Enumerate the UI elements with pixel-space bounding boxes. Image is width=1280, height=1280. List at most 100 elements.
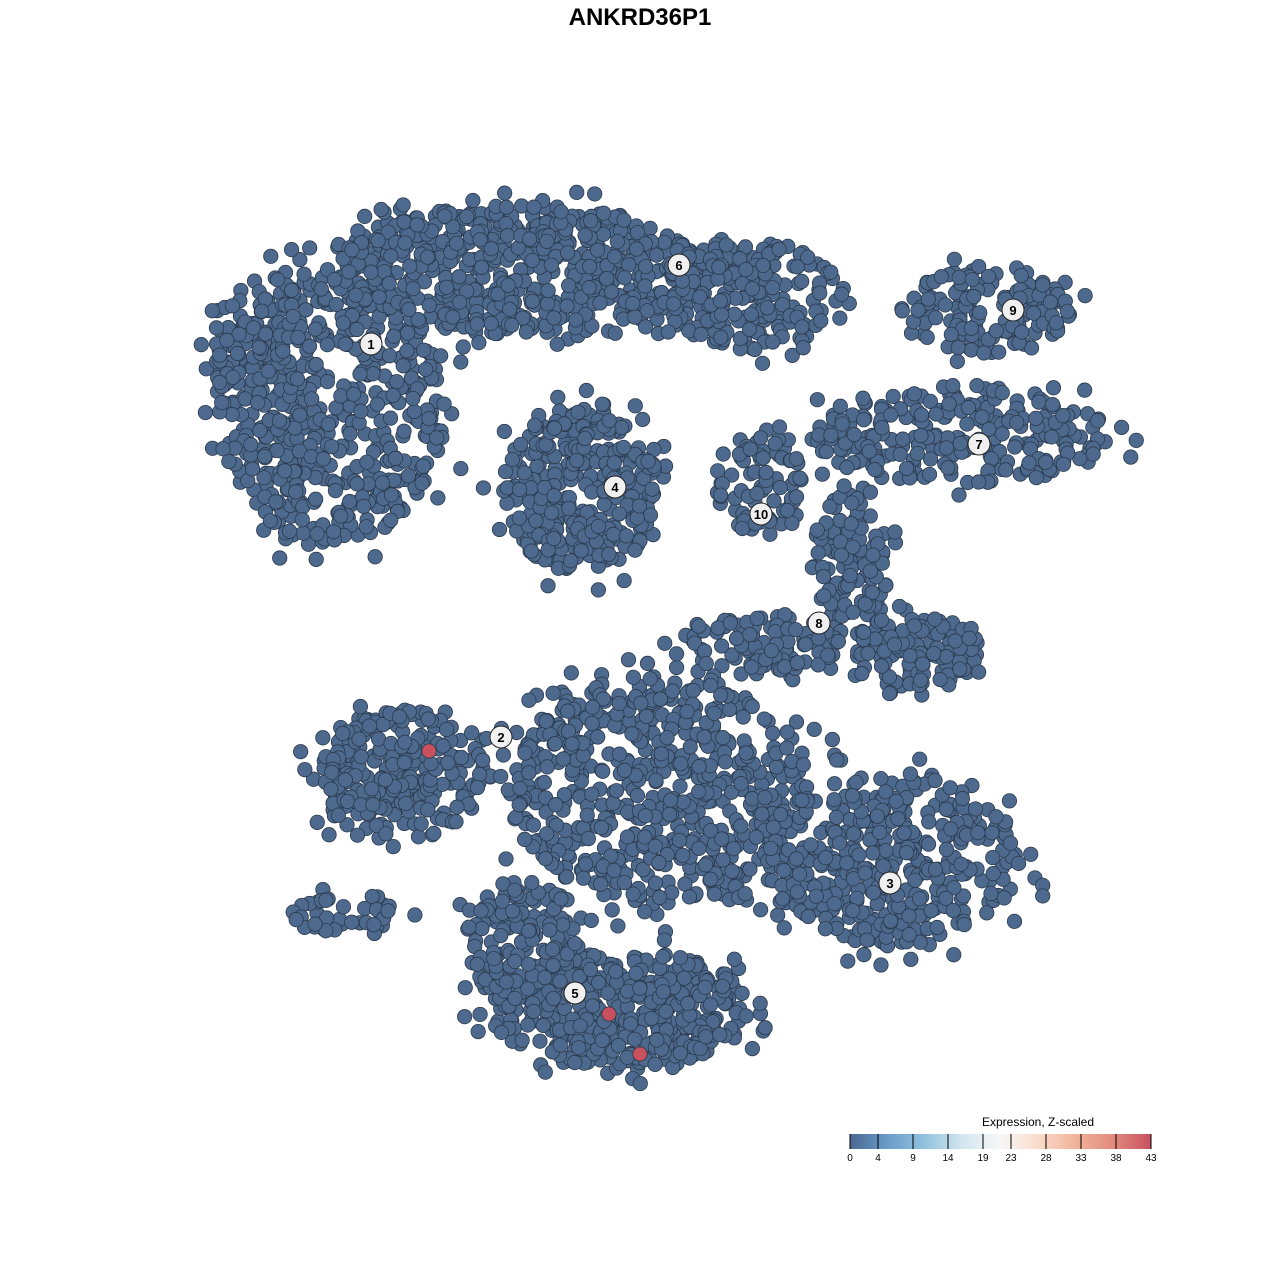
cell-point bbox=[573, 543, 589, 559]
cell-point bbox=[661, 806, 678, 823]
cell-point bbox=[691, 840, 707, 856]
cell-point bbox=[499, 228, 516, 244]
cell-point bbox=[374, 475, 391, 491]
cell-point bbox=[537, 1064, 553, 1080]
cell-point bbox=[400, 468, 416, 484]
cell-point bbox=[413, 816, 429, 832]
cell-point bbox=[844, 495, 860, 511]
cell-point bbox=[579, 807, 595, 823]
cell-point bbox=[779, 724, 795, 740]
cell-point bbox=[483, 315, 499, 331]
cell-point bbox=[717, 754, 733, 770]
cell-point bbox=[518, 324, 534, 340]
cell-point bbox=[784, 515, 800, 531]
cell-point bbox=[714, 638, 730, 654]
cell-point bbox=[752, 995, 768, 1011]
cell-point bbox=[616, 875, 633, 891]
cell-point bbox=[498, 851, 514, 867]
cell-point bbox=[881, 669, 898, 685]
cell-point bbox=[414, 475, 430, 491]
svg-text:6: 6 bbox=[675, 258, 682, 273]
points-layer bbox=[193, 184, 1144, 1092]
cell-point bbox=[680, 995, 696, 1011]
cell-point bbox=[960, 399, 976, 416]
cell-point bbox=[839, 855, 855, 871]
cell-point bbox=[921, 814, 937, 830]
cell-point bbox=[984, 825, 1000, 841]
cell-point bbox=[928, 406, 944, 422]
cell-point bbox=[508, 809, 524, 825]
cell-point bbox=[826, 776, 843, 792]
cell-point bbox=[912, 751, 928, 767]
cell-point bbox=[380, 224, 396, 240]
cell-point bbox=[749, 485, 765, 502]
cell-point bbox=[469, 316, 485, 332]
cell-point bbox=[416, 342, 432, 358]
cell-point bbox=[682, 739, 698, 755]
cell-point bbox=[269, 272, 286, 288]
cell-point bbox=[941, 396, 957, 412]
cell-point bbox=[608, 783, 625, 799]
cell-point bbox=[839, 459, 855, 476]
cell-point bbox=[521, 765, 537, 781]
cell-point bbox=[342, 426, 358, 442]
cell-point bbox=[994, 426, 1010, 442]
cell-point bbox=[823, 427, 839, 443]
cell-point bbox=[951, 487, 967, 503]
cell-point bbox=[637, 319, 654, 335]
cell-point bbox=[875, 858, 891, 874]
cell-point bbox=[430, 490, 446, 506]
cell-point bbox=[903, 951, 919, 967]
cell-point bbox=[552, 1037, 568, 1053]
cell-point bbox=[307, 916, 323, 932]
colorbar-title: Expression, Z-scaled bbox=[981, 1115, 1095, 1129]
cell-point bbox=[292, 252, 308, 268]
cell-point bbox=[715, 446, 731, 462]
cell-point bbox=[611, 506, 627, 522]
cell-point bbox=[520, 1017, 536, 1033]
cell-point bbox=[712, 293, 728, 309]
cluster-label-4: 4 bbox=[603, 475, 627, 499]
cell-point bbox=[537, 969, 553, 986]
cell-point bbox=[784, 347, 800, 363]
cell-point bbox=[956, 917, 972, 933]
cell-point bbox=[747, 341, 763, 358]
cell-point bbox=[822, 498, 838, 515]
cell-point bbox=[714, 978, 731, 994]
cell-point bbox=[633, 695, 649, 711]
cell-point bbox=[1031, 394, 1047, 410]
cell-point bbox=[938, 801, 954, 817]
cell-point bbox=[553, 204, 569, 220]
cell-point bbox=[580, 831, 596, 847]
cell-point bbox=[706, 705, 722, 722]
cell-point bbox=[677, 876, 693, 892]
cell-point bbox=[832, 310, 848, 326]
colorbar-tick-label: 4 bbox=[875, 1153, 881, 1164]
cell-point bbox=[473, 903, 489, 919]
cell-point bbox=[208, 320, 225, 336]
cell-point bbox=[668, 646, 685, 662]
cell-point bbox=[382, 410, 399, 426]
cell-point bbox=[632, 980, 648, 996]
cell-point bbox=[349, 827, 366, 843]
cell-point bbox=[319, 374, 335, 390]
cell-point bbox=[262, 513, 278, 529]
cell-point bbox=[609, 234, 625, 250]
cell-point bbox=[692, 289, 708, 305]
cell-point bbox=[309, 814, 325, 830]
cell-point bbox=[383, 487, 400, 503]
cell-point bbox=[495, 747, 511, 763]
cell-point bbox=[571, 1040, 587, 1056]
cell-point bbox=[691, 759, 707, 775]
cell-point bbox=[335, 725, 351, 742]
cell-point bbox=[540, 578, 556, 594]
high-expression-point bbox=[632, 1046, 648, 1062]
cell-point bbox=[337, 772, 353, 788]
cell-point bbox=[1123, 449, 1139, 465]
cell-point bbox=[330, 807, 346, 823]
cell-point bbox=[1128, 432, 1144, 448]
cell-point bbox=[295, 525, 311, 541]
cell-point bbox=[502, 301, 518, 317]
cell-point bbox=[385, 838, 401, 855]
cell-point bbox=[625, 669, 642, 686]
